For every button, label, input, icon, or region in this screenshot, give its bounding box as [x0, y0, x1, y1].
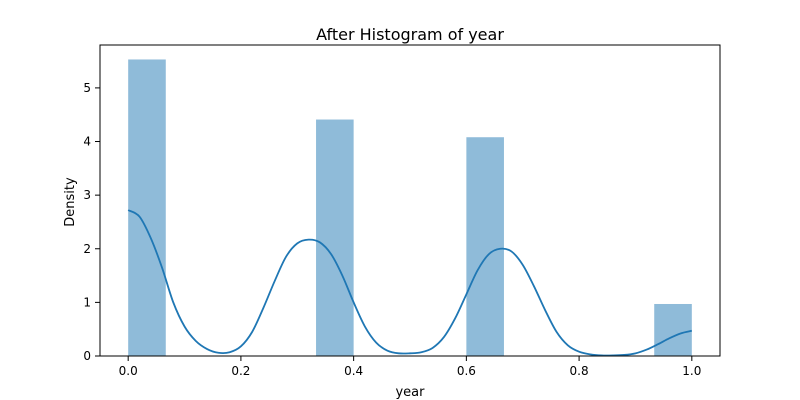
x-tick-label: 0.2: [231, 364, 250, 378]
histogram-bars: [128, 59, 692, 356]
y-tick-label: 5: [83, 81, 91, 95]
chart-title: After Histogram of year: [316, 25, 504, 44]
x-tick-label: 1.0: [682, 364, 701, 378]
x-tick-label: 0.6: [457, 364, 476, 378]
plot-frame: [99, 44, 721, 357]
x-axis: 0.0 0.2 0.4 0.6 0.8 1.0: [119, 356, 701, 378]
x-tick-label: 0.8: [570, 364, 589, 378]
x-axis-label: year: [395, 385, 425, 400]
y-axis: 0 1 2 3 4 5: [83, 81, 100, 363]
y-tick-label: 4: [83, 135, 91, 149]
histogram-bar-4: [654, 303, 692, 356]
y-axis-label: Density: [63, 177, 78, 227]
x-tick-label: 0.4: [344, 364, 363, 378]
histogram-bar-1: [128, 59, 166, 356]
histogram-bar-3: [466, 137, 504, 356]
y-tick-label: 3: [83, 188, 91, 202]
x-tick-label: 0.0: [119, 364, 138, 378]
y-tick-label: 0: [83, 349, 91, 363]
y-tick-label: 2: [83, 242, 91, 256]
y-tick-label: 1: [83, 295, 91, 309]
kde-curve: [127, 209, 693, 357]
histogram-bar-2: [316, 119, 354, 356]
